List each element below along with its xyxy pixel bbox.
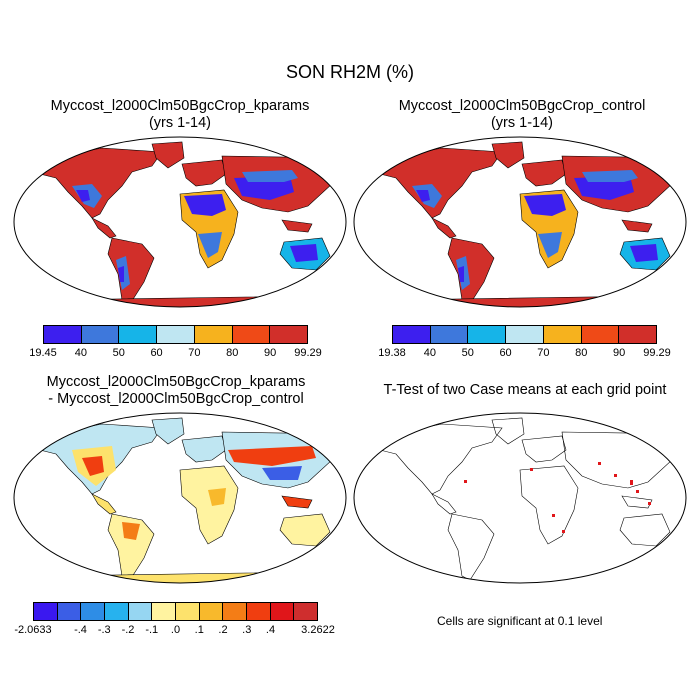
colorbar-swatch [543, 326, 582, 343]
colorbar-tick-label: -2.0633 [14, 624, 52, 636]
colorbar-swatch [270, 603, 295, 620]
colorbar-swatch [581, 326, 620, 343]
colorbar-swatch [34, 603, 58, 620]
colorbar-tick-label: 60 [150, 347, 163, 359]
colorbar-swatch [176, 603, 200, 620]
colorbar-swatch [506, 326, 544, 343]
panel2-title-line2: (yrs 1-14) [490, 115, 554, 131]
colorbar-swatch [44, 326, 82, 343]
colorbar-tick-label: 19.38 [378, 347, 406, 359]
colorbar-swatch [152, 603, 177, 620]
colorbar-tick-label: .2 [218, 624, 228, 636]
colorbar-tick-label: 99.29 [643, 347, 671, 359]
colorbar-tick-label: -.1 [145, 624, 159, 636]
colorbar-swatch [393, 326, 431, 343]
colorbar-tick-label: 60 [499, 347, 512, 359]
colorbar-tick-label: -.4 [74, 624, 87, 636]
significance-note: Cells are significant at 0.1 level [437, 614, 603, 628]
panel3-title-line2: - Myccost_l2000Clm50BgcCrop_control [48, 391, 304, 407]
colorbar-tick-label: .4 [265, 624, 276, 636]
colorbar-tick-label: 40 [423, 347, 436, 359]
colorbar-swatch [223, 603, 248, 620]
colorbar-swatch [468, 326, 507, 343]
map-difference [13, 412, 347, 584]
colorbar-swatch [81, 603, 106, 620]
colorbar-tick-label: .1 [194, 624, 204, 636]
colorbar-swatch [619, 326, 657, 343]
colorbar-tick-label: 50 [461, 347, 474, 359]
panel4-title-line1: T-Test of two Case means at each grid po… [383, 382, 667, 398]
colorbar-swatch [430, 326, 469, 343]
colorbar-swatch [57, 603, 82, 620]
colorbar-swatch [199, 603, 224, 620]
colorbar-tick-label: .3 [242, 624, 252, 636]
colorbar-swatch [294, 603, 318, 620]
colorbar-tick-label: 50 [112, 347, 125, 359]
colorbar-difference [33, 602, 318, 621]
panel2-title-line1: Myccost_l2000Clm50BgcCrop_control [398, 98, 646, 114]
colorbar-swatch [194, 326, 233, 343]
colorbar-kparams [43, 325, 308, 344]
colorbar-tick-label: 70 [188, 347, 201, 359]
colorbar-swatch [128, 603, 153, 620]
map-control [353, 136, 687, 308]
panel1-title-line1: Myccost_l2000Clm50BgcCrop_kparams [50, 98, 310, 114]
colorbar-tick-label: 40 [74, 347, 87, 359]
colorbar-swatch [247, 603, 271, 620]
map-ttest [353, 412, 687, 584]
panel1-title-line2: (yrs 1-14) [148, 115, 212, 131]
colorbar-tick-label: 80 [575, 347, 588, 359]
colorbar-swatch [81, 326, 120, 343]
panel-title-control: Myccost_l2000Clm50BgcCrop_control (yrs 1… [352, 98, 692, 132]
panel-title-difference: Myccost_l2000Clm50BgcCrop_kparams - Mycc… [6, 374, 346, 408]
panel-title-kparams: Myccost_l2000Clm50BgcCrop_kparams (yrs 1… [10, 98, 350, 132]
colorbar-swatch [270, 326, 308, 343]
colorbar-tick-label: 80 [226, 347, 239, 359]
colorbar-tick-label: 3.2622 [301, 624, 335, 636]
colorbar-tick-label: 70 [537, 347, 550, 359]
panel3-title-line1: Myccost_l2000Clm50BgcCrop_kparams [46, 374, 306, 390]
colorbar-tick-label: 99.29 [294, 347, 322, 359]
colorbar-tick-label: -.3 [97, 624, 111, 636]
colorbar-tick-label: .0 [170, 624, 181, 636]
map-kparams [13, 136, 347, 308]
colorbar-tick-label: 90 [613, 347, 626, 359]
colorbar-tick-label: 19.45 [29, 347, 57, 359]
colorbar-tick-label: -.2 [121, 624, 135, 636]
colorbar-tick-label: 90 [264, 347, 277, 359]
panel-title-ttest: T-Test of two Case means at each grid po… [350, 382, 700, 399]
significant-cells [464, 462, 651, 533]
colorbar-swatch [232, 326, 271, 343]
colorbar-swatch [105, 603, 129, 620]
colorbar-control [392, 325, 657, 344]
figure-title: SON RH2M (%) [285, 62, 414, 82]
colorbar-swatch [119, 326, 158, 343]
colorbar-swatch [157, 326, 195, 343]
